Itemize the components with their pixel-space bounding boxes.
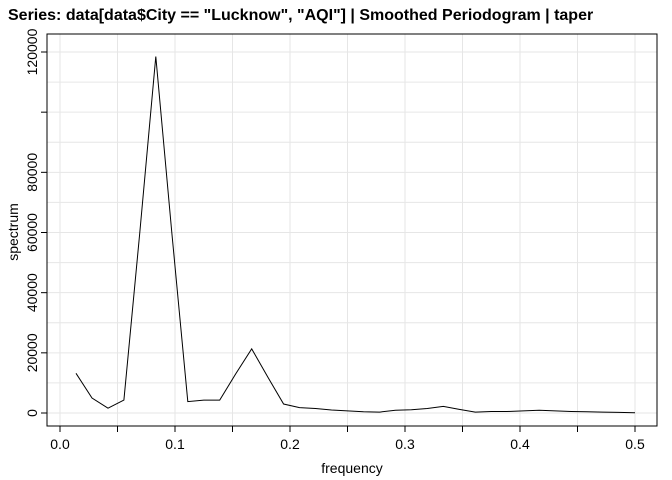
y-axis: 0 20000 40000 60000 80000 120000 [24, 28, 47, 417]
spectrum-line [75, 56, 636, 414]
y-tick-label: 20000 [24, 333, 40, 372]
chart-title: Series: data[data$City == "Lucknow", "AQ… [8, 7, 593, 24]
x-tick-label: 0.4 [510, 436, 530, 452]
y-tick-label: 0 [24, 409, 40, 417]
plot-frame [46, 33, 658, 427]
x-tick-label: 0.0 [50, 436, 70, 452]
x-tick-label: 0.3 [395, 436, 415, 452]
y-tick-label: 40000 [24, 273, 40, 312]
y-tick-label: 60000 [24, 213, 40, 252]
y-axis-label: spectrum [5, 203, 21, 261]
grid-lines [47, 34, 657, 426]
y-tick-label: 80000 [24, 153, 40, 192]
x-axis: 0.0 0.1 0.2 0.3 0.4 0.5 [50, 426, 645, 452]
y-tick-label: 120000 [24, 28, 40, 75]
x-axis-label: frequency [321, 460, 382, 476]
x-tick-label: 0.2 [280, 436, 300, 452]
x-tick-label: 0.1 [165, 436, 185, 452]
x-tick-label: 0.5 [625, 436, 645, 452]
